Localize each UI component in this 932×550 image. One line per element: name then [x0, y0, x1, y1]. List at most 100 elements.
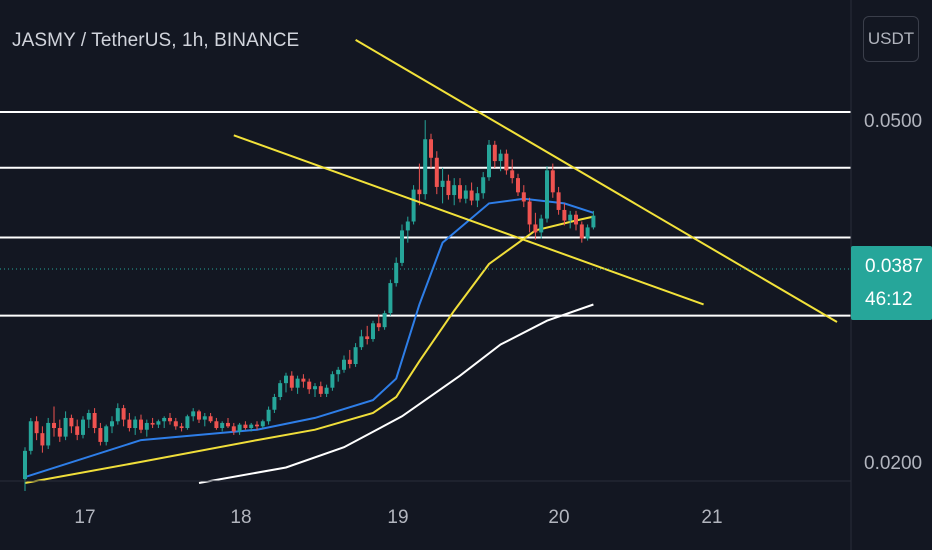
candle-body	[260, 421, 265, 427]
candle-body	[429, 139, 433, 158]
candle-body	[208, 416, 213, 422]
candle-body	[28, 421, 33, 451]
candle-body	[591, 215, 596, 228]
candle-body	[574, 214, 578, 225]
candle-body	[191, 411, 196, 417]
candle-body	[342, 359, 346, 370]
candle-body	[353, 347, 358, 365]
time-axis-tick-label: 21	[701, 507, 722, 528]
symbol-title: JASMY / TetherUS, 1h, BINANCE	[12, 30, 300, 51]
candle-body	[475, 193, 480, 201]
candle-body	[579, 224, 584, 239]
candle-body	[411, 189, 416, 222]
candle-body	[86, 413, 91, 420]
horizontal-levels	[0, 111, 851, 317]
candle-body	[382, 313, 387, 328]
candle-body	[110, 421, 114, 427]
candle-body	[121, 408, 126, 420]
candle-body	[173, 421, 178, 427]
candle-body	[539, 218, 544, 233]
candle-body	[75, 426, 80, 435]
candle-body	[23, 450, 27, 480]
candle-body	[46, 422, 51, 446]
trendlines	[233, 39, 838, 323]
candle-body	[52, 422, 56, 429]
candle-body	[168, 417, 172, 422]
trendline[interactable]	[233, 134, 704, 306]
candle-body	[115, 408, 120, 422]
candle-body	[127, 419, 132, 429]
candle-body	[458, 185, 462, 199]
candle-body	[568, 214, 573, 221]
candle-body	[359, 336, 364, 348]
candle-body	[562, 209, 567, 221]
candle-body	[92, 413, 97, 429]
candle-body	[295, 378, 300, 388]
candle-body	[69, 417, 74, 427]
candle-body	[81, 419, 85, 435]
candle-body	[556, 192, 561, 210]
price-axis-tick-label: 0.0500	[864, 111, 922, 132]
candle-body	[336, 369, 341, 375]
candle-body	[179, 426, 184, 429]
candle-body	[150, 422, 155, 425]
candle-body	[417, 189, 422, 195]
currency-button[interactable]: USDT	[863, 16, 919, 62]
candle-body	[388, 283, 393, 314]
candle-body	[278, 383, 283, 397]
candle-body	[481, 177, 486, 194]
candle-body	[202, 416, 207, 420]
time-axis-tick-label: 20	[548, 507, 569, 528]
candle-body	[550, 170, 555, 193]
candle-body	[301, 378, 306, 382]
candle-body	[365, 336, 370, 340]
candle-body	[220, 422, 225, 429]
candle-body	[446, 180, 451, 196]
candle-body	[405, 221, 410, 231]
moving-averages	[24, 197, 594, 484]
candle-body	[347, 359, 352, 365]
candle-body	[272, 396, 277, 410]
moving-average-line	[24, 215, 594, 484]
time-axis: 17 18 19 20 21	[74, 507, 722, 528]
candle-body	[284, 375, 288, 384]
trendline[interactable]	[355, 39, 838, 323]
candle-body	[585, 227, 590, 239]
candle-body	[452, 185, 457, 196]
candle-body	[185, 416, 190, 429]
candle-body	[139, 419, 143, 430]
moving-average-line	[24, 197, 594, 479]
candle-body	[57, 428, 62, 437]
time-axis-tick-label: 17	[74, 507, 95, 528]
candle-body	[371, 323, 375, 340]
candle-body	[545, 170, 549, 219]
time-axis-tick-label: 18	[230, 507, 251, 528]
candle-body	[492, 144, 497, 162]
candle-body	[313, 386, 317, 390]
candle-body	[423, 139, 428, 195]
candle-body	[330, 374, 335, 388]
candle-body	[214, 421, 219, 429]
candle-body	[243, 424, 248, 429]
candle-body	[249, 424, 254, 429]
candle-body	[434, 157, 439, 187]
candle-body	[197, 411, 201, 420]
candle-body	[63, 417, 68, 437]
candle-body	[533, 224, 538, 233]
candle-body	[376, 323, 381, 328]
candle-body	[463, 190, 468, 199]
candle-body	[324, 387, 329, 394]
candle-body	[504, 153, 509, 171]
candle-body	[498, 153, 503, 162]
candle-body	[237, 424, 242, 432]
candle-body	[34, 421, 39, 434]
moving-average-line	[198, 303, 594, 484]
candle-body	[289, 375, 294, 388]
candle-body	[318, 386, 323, 394]
candle-body	[469, 190, 474, 201]
bar-countdown: 46:12	[865, 289, 913, 310]
candle-body	[144, 422, 149, 430]
candle-body	[527, 201, 532, 225]
candle-body	[266, 409, 271, 422]
